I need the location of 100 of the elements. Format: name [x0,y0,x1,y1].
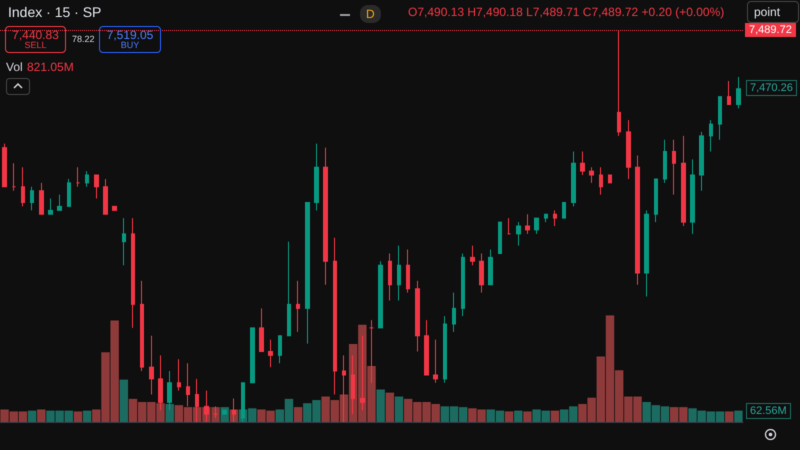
candlestick [608,174,612,184]
candlestick [149,335,154,396]
candlestick [507,218,511,234]
candlestick [122,218,126,266]
annotation: 821.05M [27,60,74,74]
candlestick [553,210,557,226]
candlestick [424,320,429,376]
candlestick [397,245,401,301]
candlestick [213,406,218,419]
bar [725,411,734,422]
candlestick [186,362,190,407]
candlestick [305,202,310,344]
candlestick [278,335,282,364]
candlestick [544,214,548,223]
candlestick [131,218,135,328]
candlestick [479,252,484,294]
candlestick [39,182,44,215]
candlestick [250,327,255,384]
candlestick [727,80,731,105]
bar [550,410,560,422]
annotation: 7,440.83 [11,28,60,42]
candlestick [94,174,99,200]
candlestick [644,210,649,298]
candlestick [57,194,62,211]
candlestick [388,252,392,301]
bar [28,410,36,422]
candlestick [177,358,181,392]
candlestick [296,280,300,332]
bar [120,380,128,422]
candlestick [443,316,447,384]
text: 62.56M [746,403,791,419]
candlestick [498,222,502,254]
candlestick [690,158,695,234]
candlestick [360,335,365,411]
bar [82,410,92,422]
candlestick [654,178,658,223]
bar [386,392,394,422]
sell-button: 7,440.83 SELL [5,26,66,53]
candlestick [470,245,475,266]
candlestick [534,218,539,234]
text: 7,489.72 [745,23,796,37]
candlestick [268,339,273,368]
candlestick [433,339,438,384]
candlestick [378,260,383,328]
candlestick [30,186,34,211]
candlestick [67,178,71,207]
bar [294,407,302,422]
candlestick [663,139,667,184]
candlestick [571,151,576,207]
candlestick [461,252,465,317]
text: D [360,5,381,23]
annotation: Vol [6,60,23,74]
candlestick [21,166,25,207]
candlestick [48,198,53,215]
text: point [747,1,800,23]
candlestick [525,214,530,234]
text: 7,470.26 [746,80,797,96]
candlestick [314,143,319,211]
buy-button: 7,519.05 BUY [99,26,161,53]
candlestick [626,120,631,180]
bar [74,411,82,422]
candlestick [85,170,89,188]
candlestick [287,241,291,336]
candlestick [681,135,686,226]
candlestick [562,202,566,219]
annotation: 78.22 [72,34,95,44]
candlestick [672,139,676,196]
candlestick [488,249,493,286]
annotation: BUY [120,40,140,50]
candlestick [736,76,741,109]
candlestick [333,237,337,396]
bar [376,389,385,422]
candlestick [140,280,144,372]
candlestick [2,143,7,188]
chart-subtitle: O7,490.13 H7,490.18 L7,489.71 C7,489.72 +0.20 (+0.00%) [408,5,724,19]
candlestick [452,292,456,332]
candlestick [103,178,108,215]
candlestick [635,154,640,286]
candlestick [516,222,521,246]
candlestick [415,280,420,352]
candlestick [369,320,374,384]
candlestick [589,166,594,184]
chart-title: Index · 15 · SP [8,4,102,20]
candlestick [167,370,172,411]
candlestick [351,354,355,415]
candlestick [406,249,410,294]
bar [523,411,532,422]
candlestick [158,354,163,411]
candlestick [718,96,722,140]
bar [394,396,404,422]
bar [165,404,174,422]
candlestick [323,147,328,286]
candlestick [709,120,713,152]
candlestick [76,166,80,188]
candlestick [12,162,16,192]
candlestick [112,206,117,211]
bar [504,411,514,422]
candlestick [599,166,603,196]
annotation: 7,519.05 [106,28,154,42]
bar [734,410,743,422]
